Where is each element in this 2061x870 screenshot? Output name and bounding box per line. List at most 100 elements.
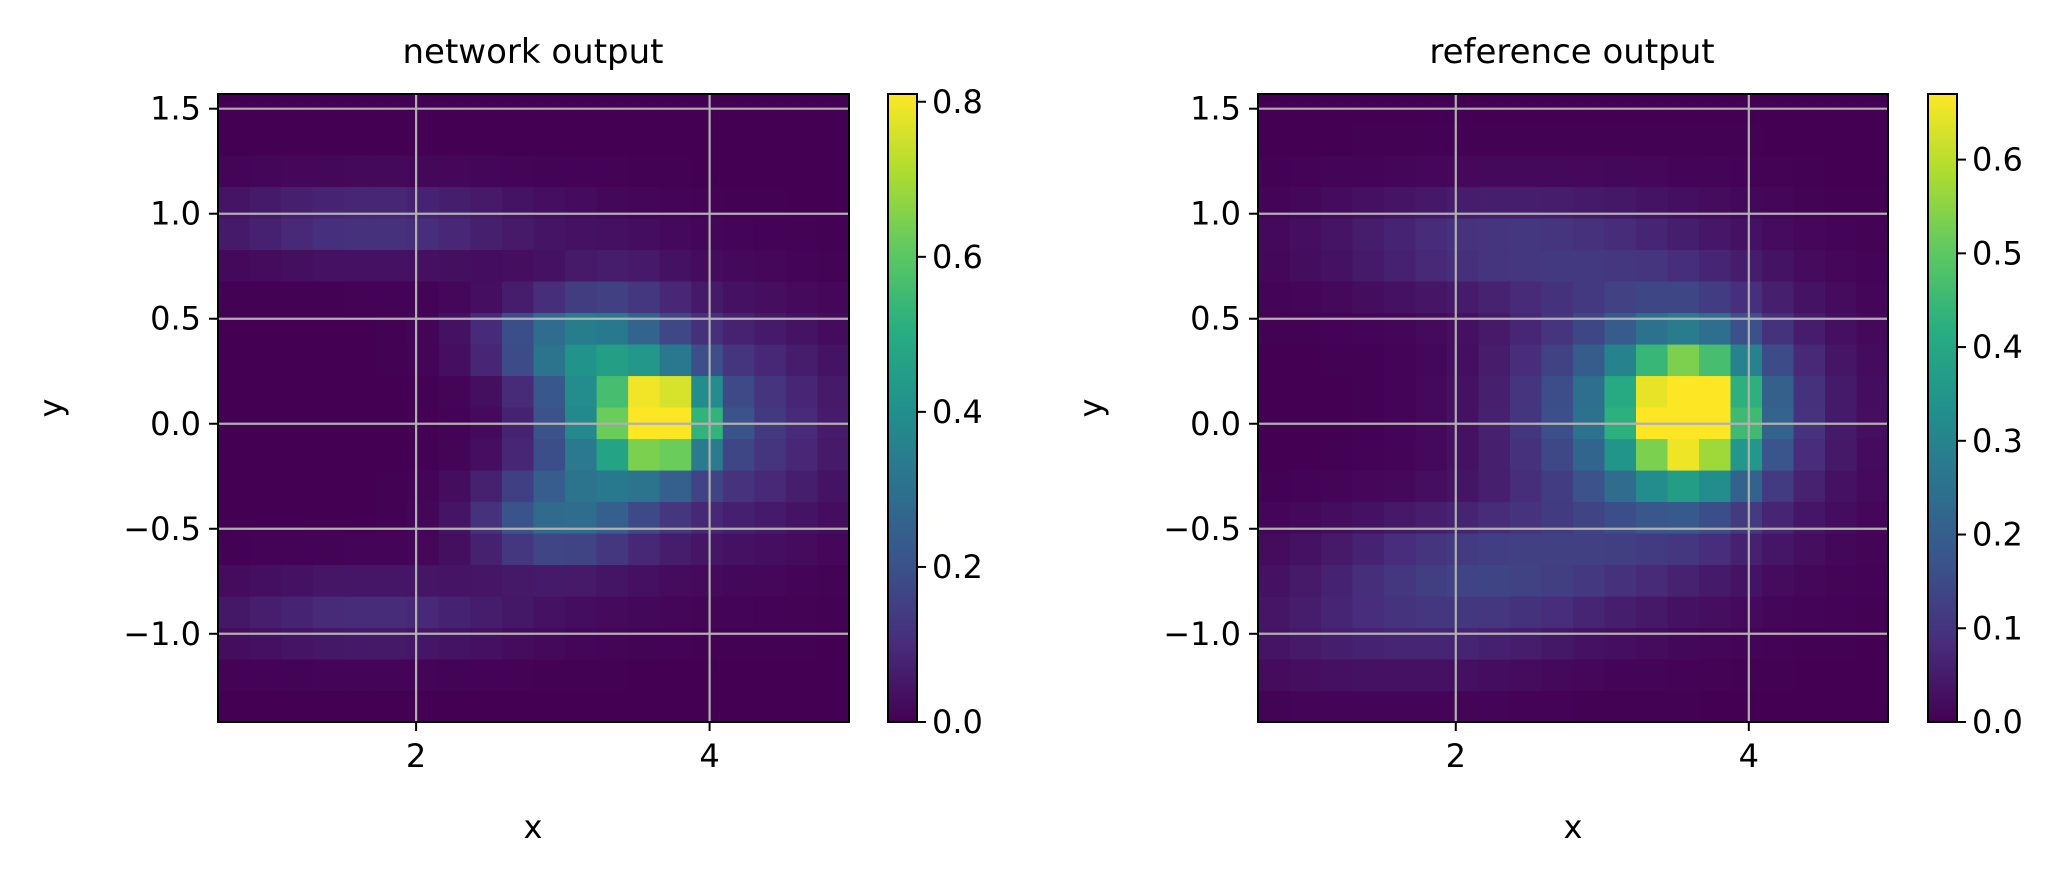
heatmap-cell xyxy=(281,469,314,503)
heatmap-cell xyxy=(533,564,566,597)
heatmap-cell xyxy=(1699,123,1732,156)
heatmap-cell xyxy=(375,658,408,692)
heatmap-cell xyxy=(1825,154,1858,188)
heatmap-cell xyxy=(312,123,345,156)
heatmap-cell xyxy=(722,343,755,377)
heatmap-cell xyxy=(754,595,787,629)
heatmap-cell xyxy=(722,438,755,471)
heatmap-cell xyxy=(438,627,471,660)
heatmap-cell xyxy=(501,690,535,723)
heatmap-cell xyxy=(1573,469,1606,503)
heatmap-cell xyxy=(438,658,471,692)
heatmap-cell xyxy=(1825,343,1858,377)
heatmap-cell xyxy=(1636,154,1669,188)
heatmap-cell xyxy=(312,469,345,503)
heatmap-cell xyxy=(438,532,471,566)
heatmap-cell xyxy=(407,595,440,629)
heatmap-cell xyxy=(1636,249,1669,282)
heatmap-cell xyxy=(722,690,755,723)
x-axis-label: x xyxy=(524,808,543,846)
colorbar-tick-label: 0.0 xyxy=(1972,703,2023,741)
heatmap-cell xyxy=(1541,280,1574,314)
heatmap-cell xyxy=(1604,217,1637,251)
heatmap-cell xyxy=(817,217,850,251)
heatmap-cell xyxy=(785,217,819,251)
heatmap-cell xyxy=(344,280,377,314)
heatmap-cell xyxy=(1730,312,1763,345)
heatmap-cell xyxy=(312,343,345,377)
heatmap-cell xyxy=(1510,564,1543,597)
heatmap-cell xyxy=(501,343,535,377)
heatmap-cell xyxy=(1636,343,1669,377)
heatmap-cell xyxy=(1856,564,1889,597)
heatmap-cell xyxy=(1289,280,1322,314)
heatmap-cell xyxy=(1289,469,1322,503)
heatmap-cell xyxy=(1447,658,1480,692)
heatmap-cell xyxy=(281,312,314,345)
heatmap-cell xyxy=(1825,595,1858,629)
heatmap-cell xyxy=(691,375,724,408)
heatmap-cell xyxy=(596,564,629,597)
heatmap-cell xyxy=(312,532,345,566)
heatmap-cell xyxy=(1541,690,1574,723)
heatmap-cell xyxy=(1415,312,1448,345)
heatmap-cell xyxy=(1510,438,1543,471)
heatmap-cell xyxy=(817,438,850,471)
heatmap-cell xyxy=(596,532,629,566)
heatmap-cell xyxy=(1793,690,1826,723)
heatmap-cell xyxy=(1730,280,1763,314)
heatmap-cell xyxy=(470,690,503,723)
heatmap-cell xyxy=(722,154,755,188)
heatmap-cell xyxy=(1699,217,1732,251)
heatmap-cell xyxy=(1258,280,1291,314)
heatmap-cell xyxy=(1289,595,1322,629)
heatmap-cell xyxy=(218,217,251,251)
heatmap-cell xyxy=(501,658,535,692)
heatmap-cell xyxy=(1573,595,1606,629)
heatmap-cell xyxy=(1667,343,1700,377)
heatmap-cell xyxy=(375,564,408,597)
heatmap-cell xyxy=(1730,154,1763,188)
heatmap-cell xyxy=(501,312,535,345)
heatmap-cell xyxy=(817,343,850,377)
heatmap-cell xyxy=(1289,343,1322,377)
heatmap-cell xyxy=(1352,532,1385,566)
heatmap-cell xyxy=(1762,249,1795,282)
heatmap-cell xyxy=(628,438,661,471)
y-tick-label: 0.0 xyxy=(1190,405,1241,443)
heatmap-cell xyxy=(1793,280,1826,314)
heatmap-cell xyxy=(218,658,251,692)
heatmap-cell xyxy=(1573,249,1606,282)
heatmap-cell xyxy=(1573,658,1606,692)
heatmap-cell xyxy=(1384,343,1417,377)
heatmap-cell xyxy=(218,343,251,377)
gridlines xyxy=(218,94,849,722)
heatmap-cell xyxy=(1856,469,1889,503)
heatmap-cell xyxy=(1793,595,1826,629)
heatmap-cell xyxy=(1793,438,1826,471)
heatmap-cell xyxy=(1667,564,1700,597)
heatmap-cell xyxy=(785,280,819,314)
heatmap-cell xyxy=(722,595,755,629)
heatmap-cell xyxy=(1825,217,1858,251)
heatmap-cell xyxy=(1541,249,1574,282)
heatmap-cell xyxy=(659,438,692,471)
heatmap-cell xyxy=(1258,658,1291,692)
heatmap-cell xyxy=(1289,658,1322,692)
heatmap-cell xyxy=(1604,312,1637,345)
heatmap-cell xyxy=(281,658,314,692)
heatmap-cell xyxy=(1289,375,1322,408)
heatmap-cell xyxy=(565,564,598,597)
heatmap-cell xyxy=(1730,564,1763,597)
heatmap-cell xyxy=(1825,375,1858,408)
heatmap-cell xyxy=(1825,532,1858,566)
heatmap-cell xyxy=(1258,249,1291,282)
heatmap-cell xyxy=(1856,438,1889,471)
heatmap-cell xyxy=(1352,343,1385,377)
heatmap-cell xyxy=(1793,564,1826,597)
heatmap-cell xyxy=(1352,249,1385,282)
heatmap-cell xyxy=(1604,627,1637,660)
heatmap-cell xyxy=(1289,123,1322,156)
heatmap-cell xyxy=(1447,438,1480,471)
